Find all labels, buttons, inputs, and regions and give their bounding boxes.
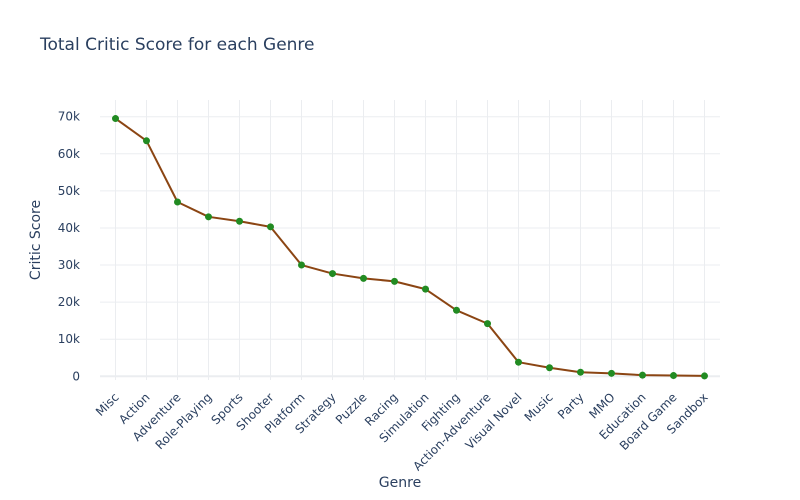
data-point[interactable] <box>701 372 708 380</box>
x-tick-label: Music <box>522 390 556 424</box>
data-point[interactable] <box>360 274 367 282</box>
data-point[interactable] <box>422 285 429 293</box>
y-tick-label: 70k <box>58 110 80 124</box>
data-point[interactable] <box>608 369 615 377</box>
data-point[interactable] <box>174 198 181 206</box>
data-point[interactable] <box>546 364 553 372</box>
data-point[interactable] <box>267 223 274 231</box>
data-point[interactable] <box>515 358 522 366</box>
y-axis-title: Critic Score <box>28 200 44 280</box>
series-critic-score <box>112 115 708 380</box>
data-point[interactable] <box>112 115 119 123</box>
series-line <box>114 117 705 377</box>
data-point[interactable] <box>143 137 150 145</box>
x-axis-title: Genre <box>379 475 421 491</box>
grid <box>100 100 720 380</box>
y-tick-label: 40k <box>58 221 80 235</box>
data-point[interactable] <box>298 261 305 269</box>
chart-title: Total Critic Score for each Genre <box>39 35 315 55</box>
data-point[interactable] <box>236 217 243 225</box>
data-point[interactable] <box>205 213 212 221</box>
data-point[interactable] <box>329 270 336 278</box>
y-tick-label: 0 <box>72 369 80 383</box>
y-tick-label: 50k <box>58 184 80 198</box>
y-axis-ticks: 0 10k 20k 30k 40k 50k 60k 70k <box>58 110 80 384</box>
x-axis-ticks: MiscActionAdventureRole-PlayingSportsSho… <box>93 390 711 473</box>
x-tick-label: Party <box>555 390 587 422</box>
y-tick-label: 30k <box>58 258 80 272</box>
data-point[interactable] <box>391 277 398 285</box>
data-point[interactable] <box>670 372 677 380</box>
data-point[interactable] <box>484 320 491 328</box>
y-tick-label: 60k <box>58 147 80 161</box>
data-point[interactable] <box>453 306 460 314</box>
data-point[interactable] <box>577 368 584 376</box>
y-tick-label: 20k <box>58 295 80 309</box>
y-tick-label: 10k <box>58 332 80 346</box>
data-point[interactable] <box>639 371 646 379</box>
